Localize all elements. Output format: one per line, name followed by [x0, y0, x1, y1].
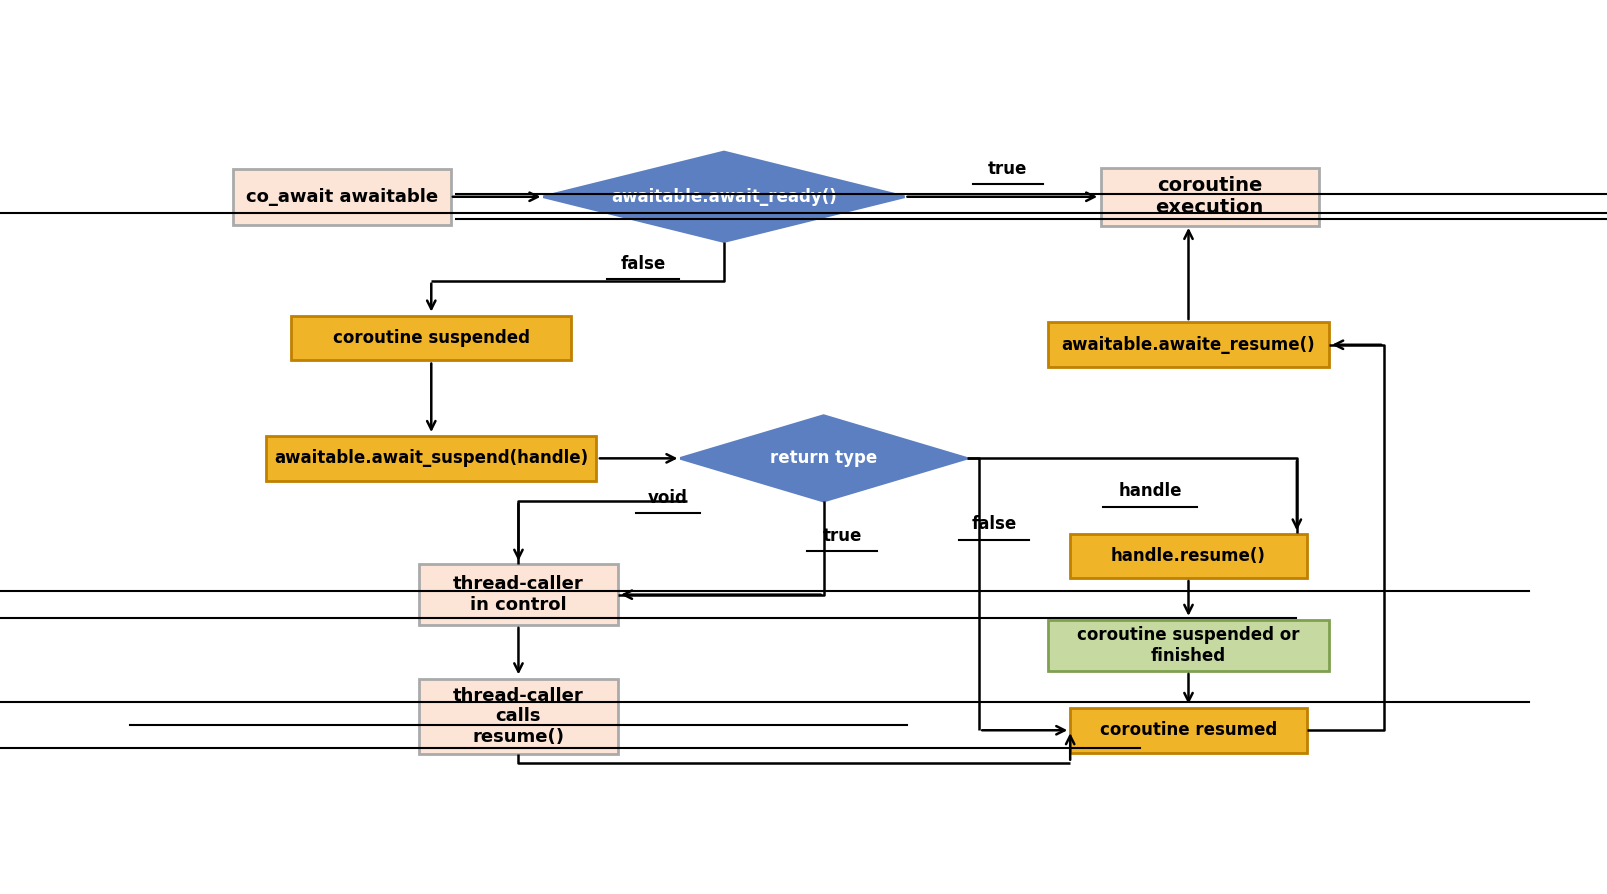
Text: true: true [988, 160, 1027, 178]
Text: thread-caller
in control: thread-caller in control [453, 575, 583, 614]
Text: co_await awaitable: co_await awaitable [246, 188, 437, 206]
FancyBboxPatch shape [1048, 323, 1329, 367]
Text: coroutine suspended: coroutine suspended [333, 329, 530, 347]
Text: awaitable.await_ready(): awaitable.await_ready() [611, 188, 837, 206]
FancyBboxPatch shape [1101, 167, 1319, 226]
FancyBboxPatch shape [233, 169, 450, 225]
Polygon shape [543, 152, 905, 241]
FancyBboxPatch shape [1070, 708, 1306, 753]
Text: handle.resume(): handle.resume() [1110, 547, 1266, 565]
Text: false: false [972, 516, 1017, 534]
Text: awaitable.awaite_resume(): awaitable.awaite_resume() [1062, 336, 1315, 354]
Text: void: void [648, 489, 688, 507]
Text: coroutine
execution: coroutine execution [1155, 176, 1263, 217]
Text: true: true [823, 527, 861, 545]
Text: handle: handle [1118, 483, 1181, 501]
Text: false: false [620, 255, 665, 274]
Polygon shape [680, 416, 967, 501]
FancyBboxPatch shape [1070, 534, 1306, 578]
FancyBboxPatch shape [291, 316, 572, 360]
FancyBboxPatch shape [1048, 620, 1329, 671]
Text: coroutine suspended or
finished: coroutine suspended or finished [1077, 626, 1300, 665]
Text: thread-caller
calls
resume(): thread-caller calls resume() [453, 687, 583, 746]
Text: coroutine resumed: coroutine resumed [1099, 721, 1278, 739]
FancyBboxPatch shape [267, 436, 596, 481]
Text: return type: return type [770, 450, 877, 468]
FancyBboxPatch shape [419, 564, 619, 625]
Text: awaitable.await_suspend(handle): awaitable.await_suspend(handle) [275, 450, 588, 468]
FancyBboxPatch shape [419, 679, 619, 755]
